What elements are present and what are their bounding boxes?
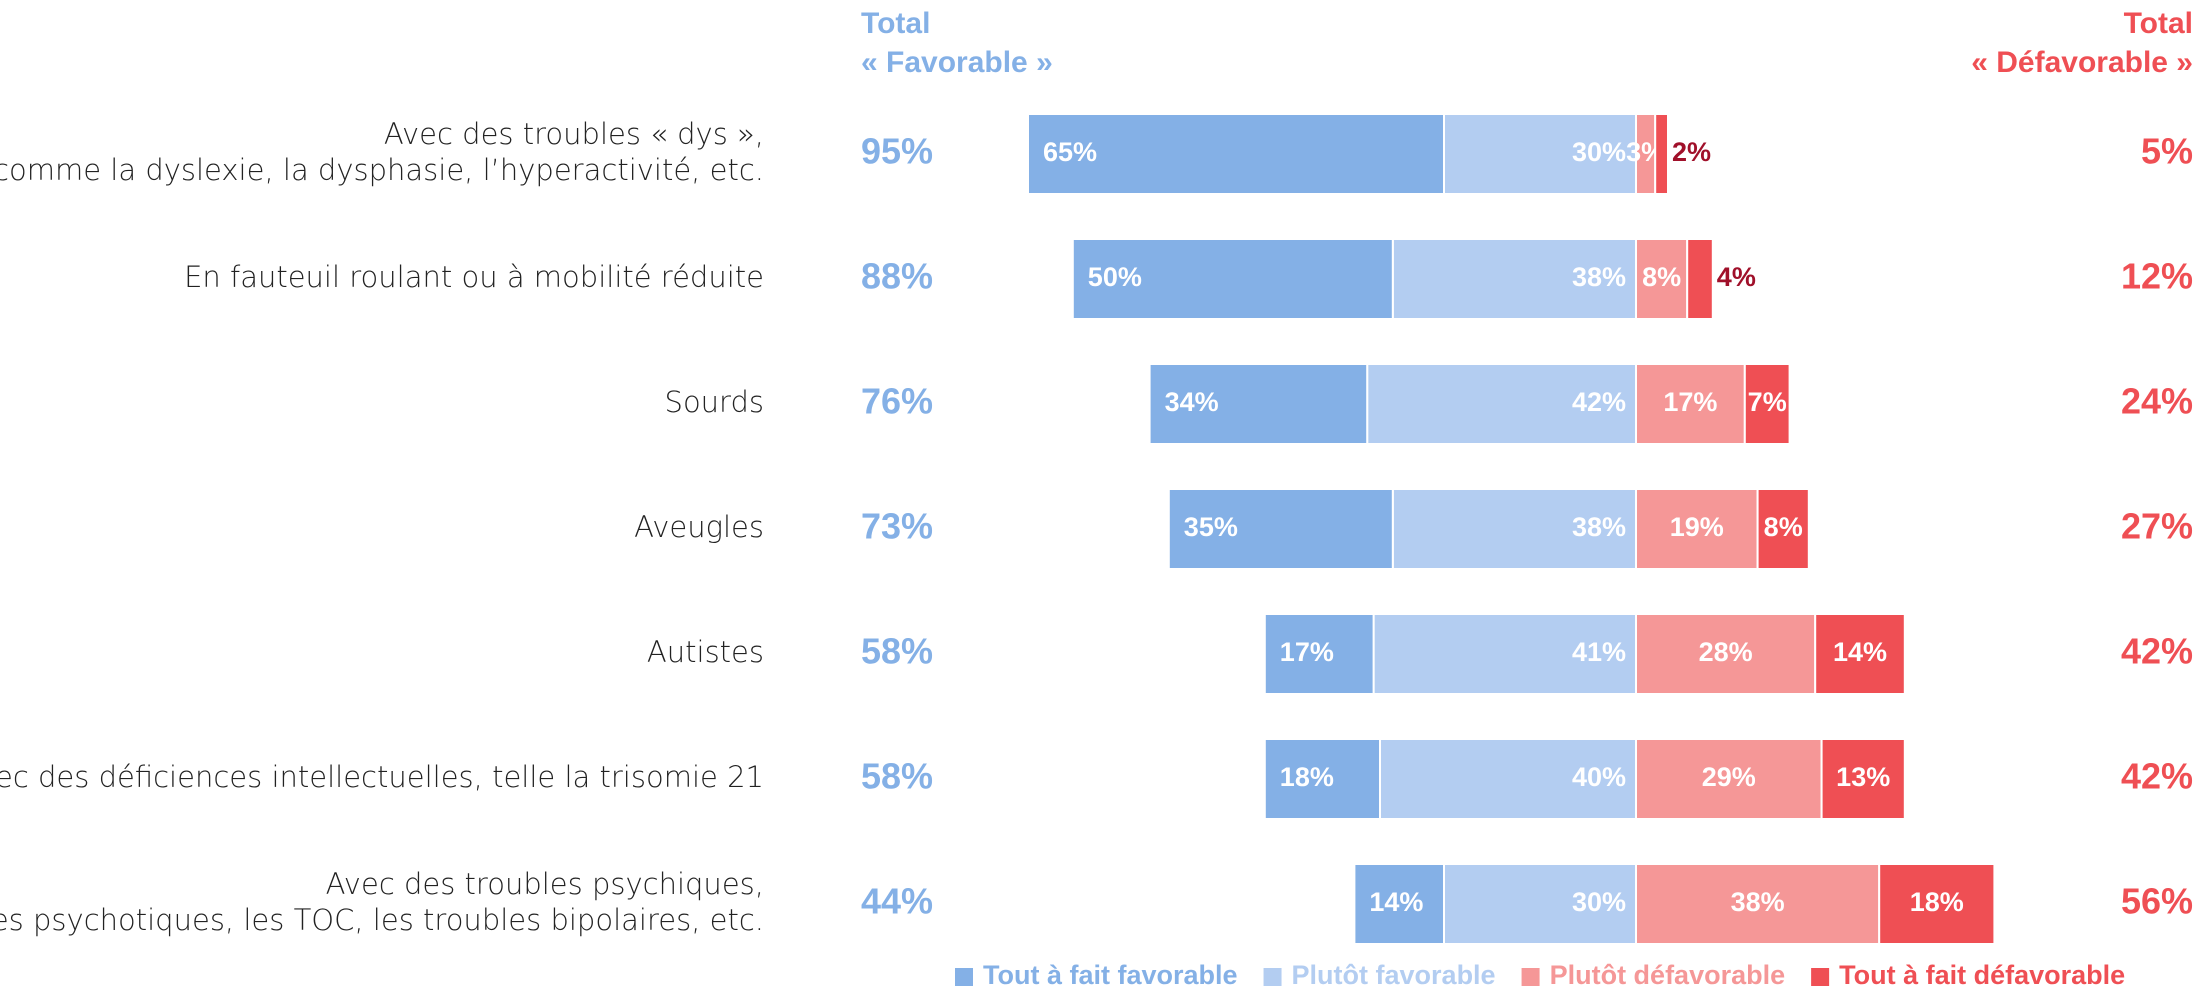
bar-segment: [1372, 613, 1637, 695]
bar-label: 50%: [1088, 262, 1142, 292]
total-favorable: 58%: [861, 631, 933, 672]
bar-segment: [1820, 738, 1906, 820]
total-defavorable: 27%: [2121, 506, 2193, 547]
bar-segment: [1027, 113, 1445, 195]
category-label: Avec des troubles « dys »,: [384, 117, 764, 151]
bar-segment: [1635, 238, 1689, 320]
total-defavorable: 56%: [2121, 881, 2193, 922]
bar-label: 2%: [1672, 137, 1711, 167]
bar-segment: [1148, 363, 1369, 445]
category-label: Aveugles: [634, 510, 764, 544]
total-favorable: 88%: [861, 256, 933, 297]
bar-label: 17%: [1280, 637, 1334, 667]
bar-segment: [1391, 488, 1638, 570]
total-defavorable: 12%: [2121, 256, 2193, 297]
bar-label: 30%: [1572, 137, 1626, 167]
bar-label: 41%: [1572, 637, 1626, 667]
category-label: Sourds: [665, 385, 764, 419]
total-defavorable: 42%: [2121, 756, 2193, 797]
bar-label: 40%: [1572, 762, 1626, 792]
total-header: Total: [861, 7, 930, 40]
bar-segment: [1635, 488, 1759, 570]
bar-label: 38%: [1572, 512, 1626, 542]
bar-segment: [1263, 613, 1375, 695]
bar-label: 38%: [1572, 262, 1626, 292]
bar-label: 17%: [1663, 387, 1717, 417]
bar-label: 30%: [1572, 887, 1626, 917]
bar-segment: [1263, 738, 1382, 820]
legend-swatch: [955, 968, 973, 986]
total-defavorable: 5%: [2141, 131, 2193, 172]
bar-label: 65%: [1043, 137, 1097, 167]
bar-label: 14%: [1833, 637, 1887, 667]
bar-segment: [1686, 238, 1714, 320]
bar-segment: [1756, 488, 1810, 570]
bar-segment: [1635, 863, 1881, 945]
legend-swatch: [1811, 968, 1830, 986]
bar-segment: [1743, 363, 1791, 445]
bar-label: 34%: [1165, 387, 1219, 417]
total-header: « Favorable »: [861, 46, 1053, 79]
category-label: Avec des déficiences intellectuelles, te…: [0, 760, 764, 794]
bar-label: 38%: [1731, 887, 1785, 917]
total-header: Total: [2124, 7, 2193, 40]
legend-label: Plutôt favorable: [1292, 960, 1496, 990]
bar-label: 19%: [1670, 512, 1724, 542]
legend-label: Tout à fait défavorable: [1839, 960, 2125, 990]
total-favorable: 58%: [861, 756, 933, 797]
bar-segment: [1379, 738, 1637, 820]
bar-label: 8%: [1764, 512, 1803, 542]
legend-swatch: [1521, 968, 1540, 986]
total-defavorable: 42%: [2121, 631, 2193, 672]
category-label: En fauteuil roulant ou à mobilité réduit…: [184, 260, 764, 294]
bar-segment: [1366, 363, 1637, 445]
total-favorable: 76%: [861, 381, 933, 422]
category-label: comme la dyslexie, la dysphasie, l’hyper…: [0, 153, 764, 187]
bar-segment: [1878, 863, 1996, 945]
bar-segment: [1071, 238, 1394, 320]
category-label: Autistes: [647, 635, 764, 669]
category-label: Avec des troubles psychiques,: [326, 867, 764, 901]
bar-label: 35%: [1184, 512, 1238, 542]
bar-segment: [1814, 613, 1906, 695]
total-favorable: 44%: [861, 881, 933, 922]
bar-label: 14%: [1369, 887, 1423, 917]
legend-label: Tout à fait favorable: [983, 960, 1238, 990]
bar-label: 13%: [1836, 762, 1890, 792]
bar-label: 28%: [1699, 637, 1753, 667]
bar-segment: [1167, 488, 1394, 570]
total-favorable: 73%: [861, 506, 933, 547]
bar-segment: [1635, 363, 1746, 445]
total-header: « Défavorable »: [1971, 46, 2193, 79]
bar-label: 7%: [1748, 387, 1787, 417]
bar-label: 29%: [1702, 762, 1756, 792]
total-favorable: 95%: [861, 131, 933, 172]
bar-label: 42%: [1572, 387, 1626, 417]
legend-label: Plutôt défavorable: [1550, 960, 1786, 990]
bar-label: 18%: [1910, 887, 1964, 917]
category-label: comme les troubles psychotiques, les TOC…: [0, 903, 764, 937]
bar-segment: [1353, 863, 1446, 945]
bar-label: 4%: [1717, 262, 1756, 292]
total-defavorable: 24%: [2121, 381, 2193, 422]
bar-label: 8%: [1642, 262, 1681, 292]
bar-segment: [1443, 113, 1637, 195]
bar-segment: [1654, 113, 1669, 195]
bar-label: 18%: [1280, 762, 1334, 792]
legend-swatch: [1263, 968, 1282, 986]
